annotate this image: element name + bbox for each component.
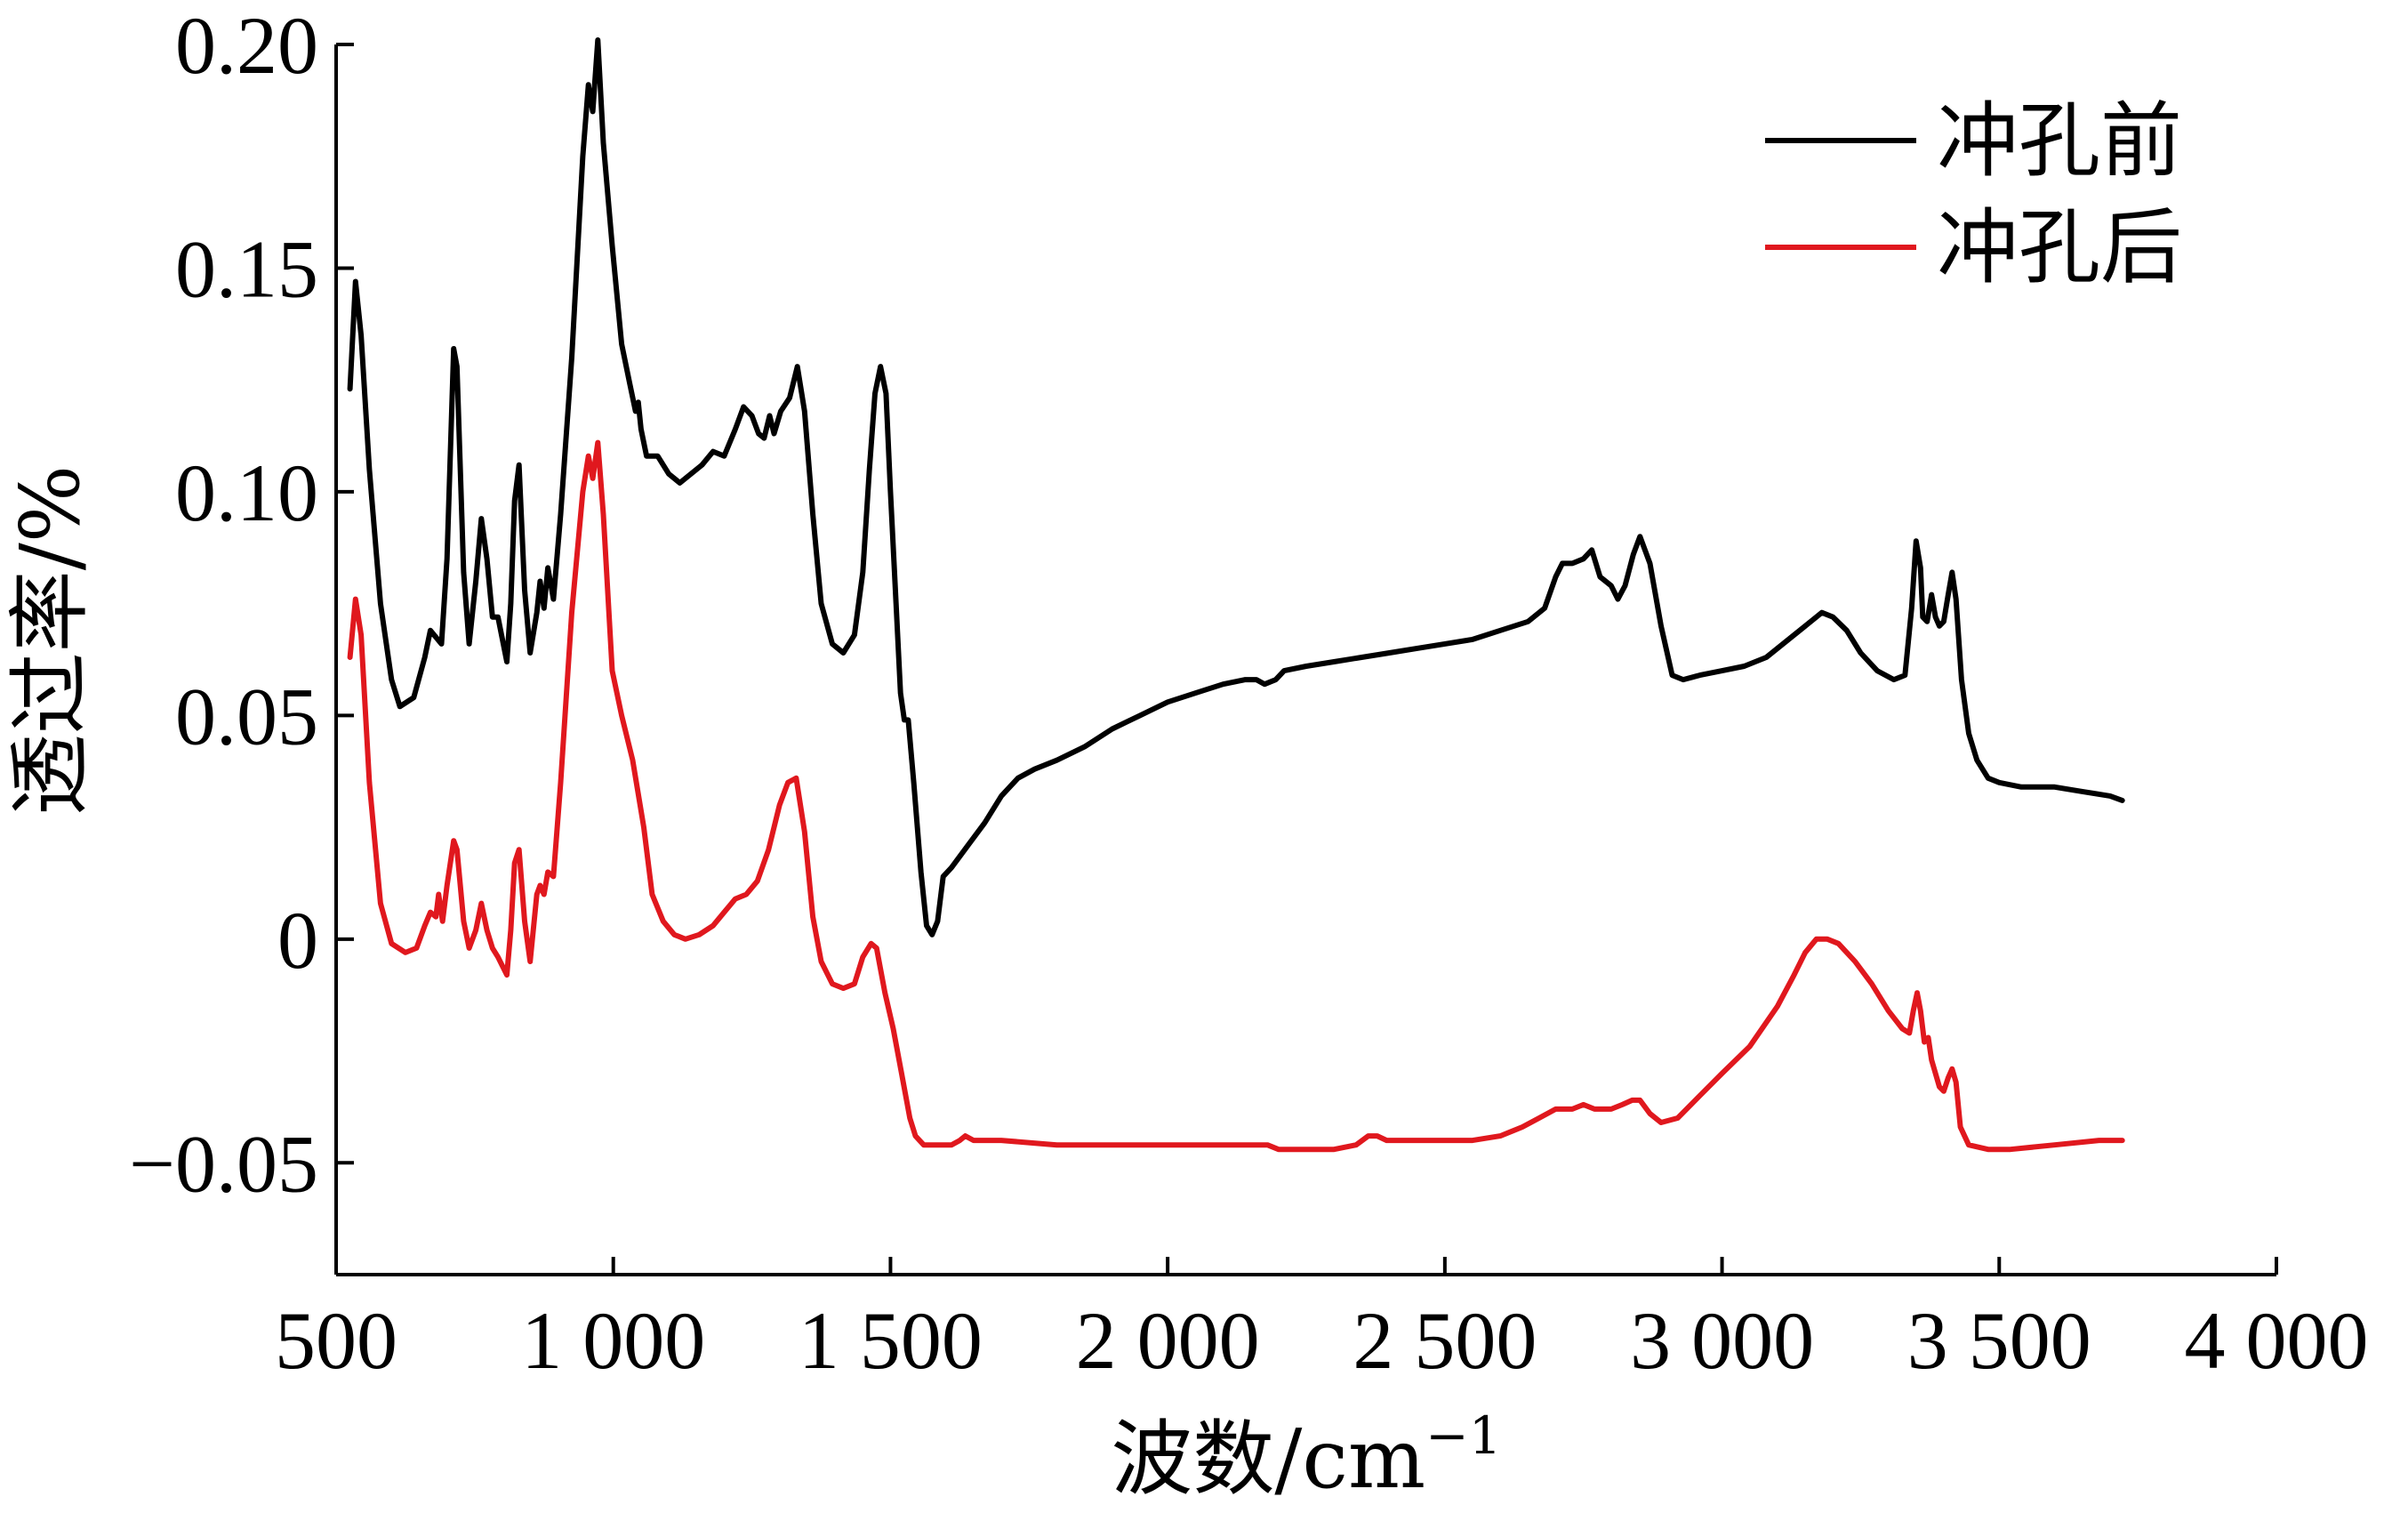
x-tick-label: 2 000 — [1076, 1295, 1260, 1386]
x-tick-label: 2 500 — [1352, 1295, 1537, 1386]
x-tick-label: 4 000 — [2185, 1295, 2369, 1386]
legend: 冲孔前 冲孔后 — [1765, 93, 2182, 295]
legend-label-after: 冲孔后 — [1937, 200, 2182, 295]
x-tick-label: 1 500 — [799, 1295, 983, 1386]
x-axis-title-superscript: −1 — [1425, 1405, 1502, 1466]
y-tick-label: 0 — [277, 895, 318, 986]
y-tick-label: −0.05 — [129, 1118, 318, 1209]
series-line-after — [347, 439, 2125, 1153]
y-axis-title: 透过率/% — [3, 465, 98, 816]
x-tick-label: 1 000 — [521, 1295, 705, 1386]
y-tick-label: 0.05 — [175, 671, 318, 761]
series-line-before — [347, 37, 2125, 938]
x-tick-label: 3 500 — [1907, 1295, 2091, 1386]
series-group — [347, 37, 2125, 1153]
x-tick-label: 3 000 — [1630, 1295, 1814, 1386]
y-ticks: −0.05 0 0.05 0.10 0.15 0.20 — [129, 0, 354, 1209]
y-tick-label: 0.15 — [175, 223, 318, 314]
x-ticks: 500 1 000 1 500 2 000 2 500 3 000 3 500 4 000 — [275, 1257, 2369, 1386]
x-tick-label: 500 — [275, 1295, 397, 1386]
y-tick-label: 0.10 — [175, 447, 318, 538]
y-tick-label: 0.20 — [175, 0, 318, 91]
axes — [334, 44, 2276, 1276]
x-axis-title-main: 波数/cm — [1111, 1412, 1425, 1507]
x-axis-title: 波数/cm−1 — [1111, 1405, 1501, 1507]
legend-label-before: 冲孔前 — [1937, 93, 2182, 189]
